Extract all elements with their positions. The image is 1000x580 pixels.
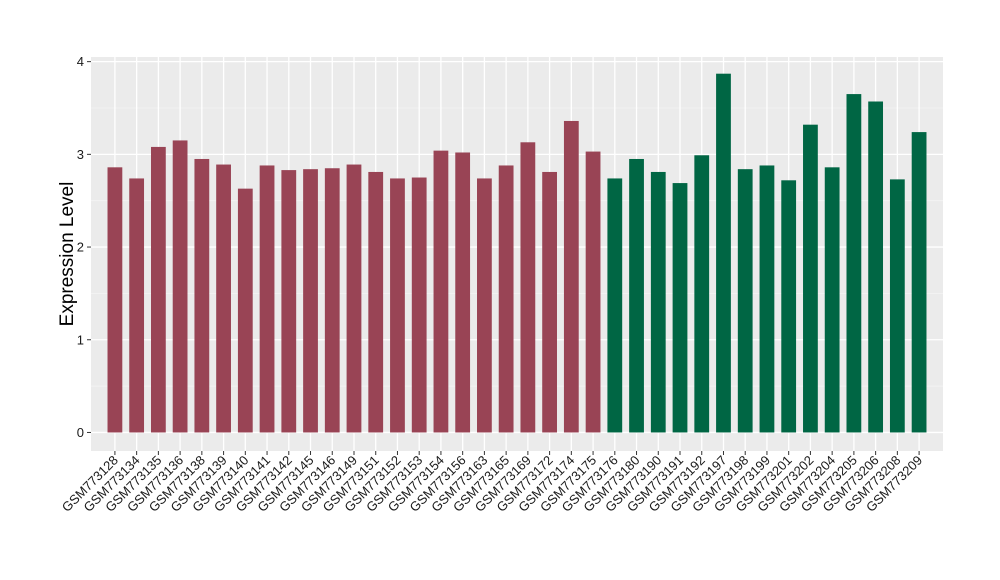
bar-GSM773201 [781, 180, 797, 433]
bar-GSM773163 [477, 178, 492, 433]
bar-GSM773209 [911, 132, 927, 433]
bar-GSM773202 [803, 124, 818, 433]
bar-GSM773204 [824, 167, 840, 433]
bar-GSM773145 [303, 169, 318, 433]
bar-GSM773197 [716, 73, 731, 433]
bar-GSM773134 [129, 178, 145, 433]
bar-GSM773206 [868, 101, 884, 433]
y-tick-label: 4 [77, 54, 84, 69]
bar-GSM773154 [433, 150, 449, 433]
bar-GSM773165 [498, 165, 514, 433]
bar-GSM773152 [390, 178, 405, 433]
bar-GSM773149 [346, 164, 362, 433]
bar-GSM773135 [150, 146, 166, 433]
bars [107, 73, 927, 433]
bar-GSM773142 [281, 170, 297, 433]
bar-GSM773146 [324, 168, 340, 433]
y-tick-label: 2 [77, 240, 84, 255]
panel-background [91, 57, 943, 451]
bar-GSM773156 [455, 152, 471, 433]
bar-GSM773192 [694, 155, 710, 433]
minor-gridlines [91, 107, 943, 387]
y-tick-label: 3 [77, 147, 84, 162]
bar-GSM773191 [672, 183, 688, 433]
bar-GSM773141 [259, 165, 275, 433]
y-tick-label: 1 [77, 332, 84, 347]
bar-GSM773180 [629, 158, 644, 433]
bar-GSM773138 [194, 158, 210, 433]
bar-GSM773172 [542, 171, 557, 433]
bar-GSM773140 [237, 188, 253, 433]
y-tick-label: 0 [77, 425, 84, 440]
y-axis: 0 1 2 3 4 [77, 54, 91, 440]
bar-GSM773205 [846, 94, 862, 433]
bar-GSM773199 [759, 165, 775, 433]
bar-GSM773128 [107, 167, 123, 433]
bar-GSM773198 [737, 169, 753, 433]
x-axis: GSM773128GSM773134GSM773135GSM773136GSM7… [59, 451, 925, 515]
bar-GSM773190 [650, 171, 666, 433]
bar-GSM773208 [889, 179, 905, 433]
bar-GSM773136 [172, 140, 188, 433]
bar-GSM773169 [520, 142, 536, 433]
bar-GSM773153 [411, 177, 427, 433]
bar-GSM773151 [368, 171, 384, 433]
bar-GSM773175 [585, 151, 601, 433]
bar-GSM773174 [563, 120, 579, 433]
bar-GSM773176 [607, 178, 623, 433]
bar-GSM773139 [216, 164, 231, 433]
y-axis-title: Expression Level [57, 182, 78, 327]
